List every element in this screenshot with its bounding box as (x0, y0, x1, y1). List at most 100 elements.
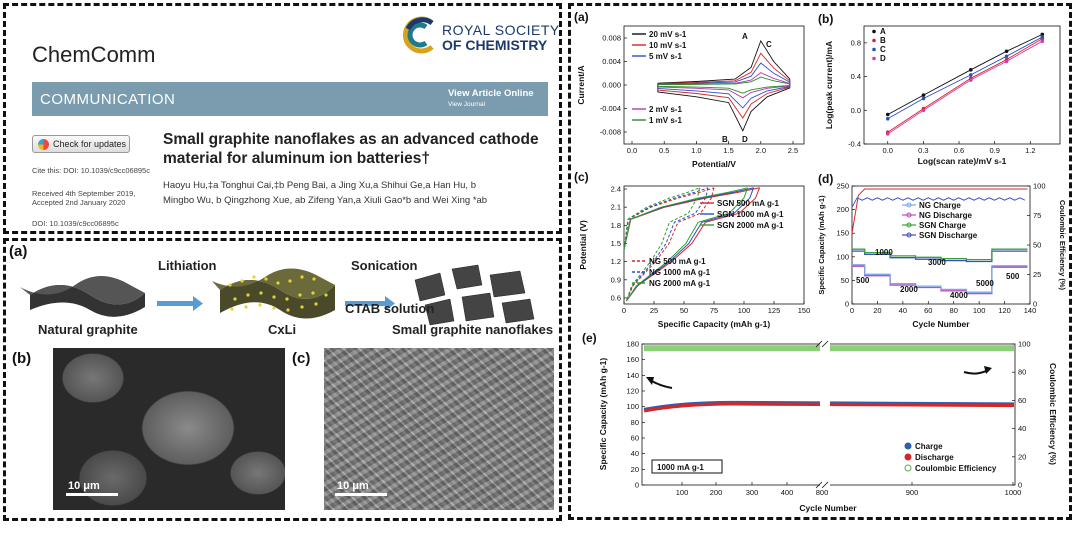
rate-xlabel: Cycle Number (912, 319, 970, 329)
cv-legend-label: 5 mV s-1 (649, 52, 682, 61)
cycle-legend-label: Discharge (915, 453, 954, 462)
current-density-label: 1000 mA g-1 (657, 463, 704, 472)
rate-current-label: 500 (1006, 272, 1020, 281)
cycle-xtick-label: 400 (781, 488, 794, 497)
log-point (885, 132, 890, 136)
article-header-frame (3, 3, 562, 234)
log-point (885, 116, 890, 121)
log-ytick-label: 0.0 (851, 106, 861, 115)
section-banner (32, 82, 548, 116)
cycle-xtick-label: 900 (906, 488, 919, 497)
cycle-xtick-label: 100 (676, 488, 689, 497)
gcd-legend-label: SGN 2000 mA g-1 (717, 221, 784, 230)
log-point (968, 78, 973, 82)
cv-ytick-label: 0.000 (602, 81, 621, 90)
cv-xtick-label: 0.5 (659, 146, 669, 155)
log-point (921, 96, 926, 101)
cycle-xtick-label: 300 (746, 488, 759, 497)
rate-ytick-label: 100 (836, 252, 849, 261)
cv-legend-label: 2 mV s-1 (649, 105, 682, 114)
cxli-label: CxLi (268, 322, 297, 337)
gcd-ylabel: Potential (V) (578, 220, 588, 270)
cycle-xlabel: Cycle Number (799, 503, 857, 513)
gcd-legend-label: NG 1000 mA g-1 (649, 268, 711, 277)
cycle-discharge-band (643, 401, 1015, 413)
log-legend-marker (872, 47, 876, 52)
rate-y2tick-label: 75 (1033, 211, 1041, 220)
cv-legend-label: 20 mV s-1 (649, 30, 687, 39)
gcd-xtick-label: 50 (680, 306, 688, 315)
log-point (968, 68, 973, 72)
cycle-legend-marker (904, 464, 912, 472)
rate-ng-charge (852, 264, 1028, 293)
gcd-ng-curve (625, 187, 701, 302)
log-legend-marker (872, 56, 876, 61)
cv-curve (657, 52, 791, 119)
cv-peak-D: D (742, 135, 748, 144)
log-point (968, 73, 973, 77)
log-point (1040, 32, 1045, 37)
rate-ytick-label: 250 (836, 182, 849, 191)
sonication-arrow (345, 296, 395, 311)
log-point (885, 112, 890, 117)
cv-ytick-label: 0.004 (602, 57, 621, 66)
log-ylabel: Log(peak current)/mA (824, 41, 834, 129)
nanoflakes-label: Small graphite nanoflakes (392, 322, 554, 337)
rate-current-label: 5000 (976, 279, 994, 288)
cycle-y2tick-label: 0 (1018, 481, 1022, 490)
view-article-link[interactable]: View Article Online (448, 88, 534, 99)
cycle-chart: (e) 100 200 300 400 800 900 100002040608010012… (582, 331, 1058, 513)
gcd-ytick-label: 2.4 (611, 185, 621, 194)
rate-xtick-label: 140 (1024, 306, 1037, 315)
log-point (1004, 49, 1009, 54)
gcd-xtick-label: 0 (622, 306, 626, 315)
log-ytick-label: 0.4 (851, 72, 861, 81)
gcd-sgn-curve (625, 187, 755, 302)
cycle-ytick-label: 100 (626, 402, 639, 411)
gcd-legend-label: NG 500 mA g-1 (649, 257, 706, 266)
rate-current-label: 1000 (875, 248, 893, 257)
scale-bar-b (66, 493, 118, 496)
gcd-ytick-label: 1.8 (611, 221, 621, 230)
cv-xtick-label: 1.5 (723, 146, 733, 155)
cv-curve (657, 76, 791, 94)
right-arrowhead-icon (984, 366, 992, 374)
rate-ytick-label: 150 (836, 229, 849, 238)
accepted-line: Accepted 2nd January 2020 (32, 198, 126, 207)
gcd-xtick-label: 100 (738, 306, 751, 315)
doi-line: DOI: 10.1039/c9cc06895c (32, 219, 119, 228)
cycle-ytick-label: 20 (631, 465, 639, 474)
rate-panel-label: (d) (818, 172, 833, 186)
gcd-xlabel: Specific Capacity (mAh g-1) (658, 319, 771, 329)
check-updates-button[interactable]: Check for updates (32, 135, 130, 153)
cycle-ytick-label: 80 (631, 418, 639, 427)
cycle-ytick-label: 160 (626, 355, 639, 364)
cycle-ytick-label: 40 (631, 449, 639, 458)
right-axis-arrow-icon (963, 369, 989, 375)
view-journal-link[interactable]: View Journal (448, 101, 486, 108)
log-point (1004, 54, 1009, 59)
log-xlabel: Log(scan rate)/mV s-1 (918, 156, 1007, 166)
cv-peak-A: A (742, 32, 748, 41)
gcd-ng-curve (623, 187, 715, 250)
cv-ylabel: Current/A (576, 65, 586, 104)
cycle-y2tick-label: 20 (1018, 452, 1026, 461)
gcd-sgn-curve (623, 187, 748, 250)
cv-ytick-label: 0.008 (602, 34, 621, 43)
rate-y2tick-label: 25 (1033, 270, 1041, 279)
log-ytick-label: -0.4 (848, 140, 861, 149)
rate-y2tick-label: 0 (1033, 300, 1037, 309)
cycle-ytick-label: 180 (626, 340, 639, 349)
log-legend-marker (872, 38, 876, 43)
gcd-ng-curve (625, 187, 715, 302)
cycle-legend-marker (904, 453, 912, 461)
gcd-legend-label: SGN 500 mA g-1 (717, 199, 779, 208)
cv-panel-label: (a) (574, 10, 589, 24)
rsc-logo (402, 16, 434, 54)
cycle-ytick-label: 120 (626, 387, 639, 396)
gcd-sgn-curve (625, 187, 749, 302)
authors-line1: Haoyu Hu,‡a Tonghui Cai,‡b Peng Bai, a J… (163, 180, 476, 191)
cycle-xtick-label: 1000 (1005, 488, 1022, 497)
rate-sgn-discharge (852, 250, 1028, 263)
